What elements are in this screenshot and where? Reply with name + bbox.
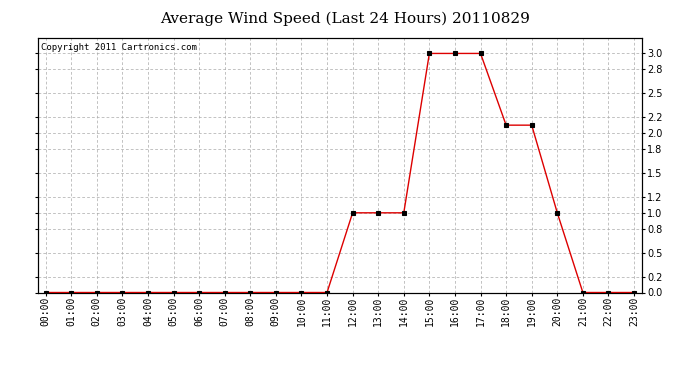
- Text: Average Wind Speed (Last 24 Hours) 20110829: Average Wind Speed (Last 24 Hours) 20110…: [160, 11, 530, 26]
- Text: Copyright 2011 Cartronics.com: Copyright 2011 Cartronics.com: [41, 43, 197, 52]
